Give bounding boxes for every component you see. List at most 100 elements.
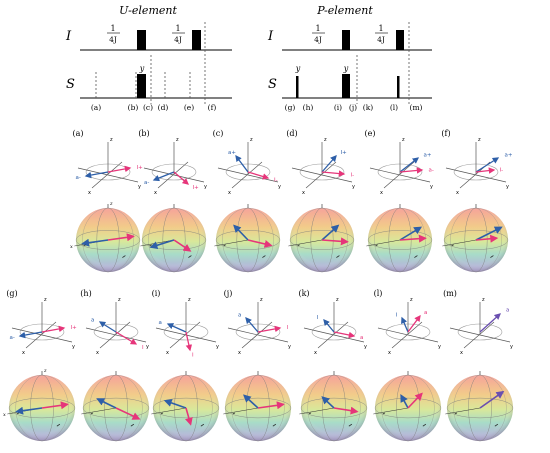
- sphere-tick: [336, 255, 340, 258]
- p-delay1: 1 4J: [312, 24, 325, 44]
- z-axis-label: z: [336, 297, 339, 303]
- sphere-vector-arrow: [399, 226, 423, 241]
- sphere-vector-arrow: [149, 239, 175, 250]
- sphere-tick: [223, 244, 226, 247]
- axes-panel-bottom-4: (k) z x y Ia: [298, 289, 367, 356]
- sphere-vector-arrow: [247, 239, 273, 248]
- vector-arrow: [475, 167, 496, 174]
- u-delay2: 1 4J: [172, 24, 185, 44]
- sphere-x-axis: [81, 407, 117, 415]
- bloch-sphere-bottom-6: [445, 371, 514, 442]
- x-axis-label: x: [460, 350, 463, 356]
- sphere-vector-arrow: [321, 237, 349, 246]
- sphere-tick: [348, 423, 353, 427]
- z-axis-label: z: [478, 137, 481, 143]
- p-row-s-label: S: [268, 77, 277, 92]
- u-marker-d: (d): [158, 103, 169, 112]
- bloch-sphere-top-5: [442, 204, 509, 273]
- vector-arrow: [401, 316, 409, 333]
- p-s-pulse-3: [397, 76, 400, 98]
- x-axis-label: x: [380, 190, 383, 196]
- sphere-equator: [300, 397, 368, 419]
- vector-arrow: [235, 154, 249, 173]
- sphere-equator: [75, 230, 141, 250]
- vector-arrow: [247, 171, 270, 180]
- z-axis-label: z: [250, 137, 253, 143]
- x-axis-label: x: [154, 190, 157, 196]
- vector-label: a: [159, 320, 162, 326]
- sphere-vector-arrow: [321, 396, 335, 409]
- bloch-sphere-top-4: [366, 204, 433, 273]
- u-row-s-label: S: [66, 77, 75, 92]
- sphere-x-axis: [373, 407, 409, 415]
- y-axis: [11, 327, 73, 343]
- axes-panel-bottom-3: (j) z x y a I: [224, 289, 291, 356]
- u-marker-e: (e): [184, 103, 194, 112]
- sphere-tick: [122, 255, 126, 258]
- sphere-x-axis: [214, 239, 249, 247]
- vector-label: I+: [137, 165, 144, 171]
- sphere-vector-arrow: [81, 238, 109, 247]
- u-s-pulse-phase: y: [139, 64, 145, 73]
- p-i-pulse-2: [396, 30, 404, 50]
- panel-label: (e): [365, 129, 376, 138]
- y-axis-label: y: [288, 344, 291, 350]
- p-delay2: 1 4J: [375, 24, 388, 44]
- u-marker-b: (b): [128, 103, 139, 112]
- p-delay1-den: 4J: [314, 35, 322, 44]
- vector-label: I: [287, 325, 289, 331]
- sphere-tick: [188, 255, 192, 258]
- u-delay1-num: 1: [110, 24, 115, 33]
- sphere-vector-arrow: [475, 234, 499, 243]
- p-delay2-num: 1: [378, 24, 383, 33]
- sphere-vector-arrow: [163, 399, 187, 409]
- u-s-pulse: [137, 74, 146, 98]
- sphere-equator: [141, 230, 207, 250]
- sphere-vector-arrow: [107, 233, 135, 242]
- vector-arrow: [84, 171, 109, 179]
- x-axis-label: x: [456, 190, 459, 196]
- sphere-tick: [160, 412, 164, 415]
- sphere-equator: [374, 397, 442, 419]
- bloch-sphere-bottom-2: [151, 371, 220, 442]
- vector-label: I-: [351, 173, 355, 179]
- u-row-i-label: I: [65, 29, 72, 44]
- vector-label: a-: [429, 168, 434, 174]
- panel-label: (g): [6, 289, 17, 298]
- vector-arrow: [399, 157, 420, 173]
- x-axis-label: x: [22, 350, 25, 356]
- p-s-pulse-2: [342, 74, 350, 98]
- vector-arrow: [173, 171, 189, 185]
- axes-panel-top-5: (f) z x y a+ I-: [441, 129, 512, 196]
- bloch-sphere-bottom-4: [299, 371, 368, 442]
- y-axis-label: y: [204, 184, 207, 190]
- x-axis-label: x: [228, 190, 231, 196]
- sphere-vector-arrow: [173, 239, 192, 252]
- vector-label: a-: [76, 175, 81, 181]
- y-axis: [217, 167, 279, 183]
- axes-panel-bottom-5: (l) z x y I a: [374, 289, 441, 356]
- panel-label: (f): [441, 129, 450, 138]
- sphere-x-axis: [366, 239, 401, 247]
- sphere-equator: [443, 230, 509, 250]
- sphere-equator: [289, 230, 355, 250]
- vector-label: a: [238, 313, 241, 319]
- sphere-x-axis: [151, 407, 187, 415]
- y-axis-label: y: [352, 184, 355, 190]
- p-element-sequence: P-element I S 1 4J 1 4J y y (g) (h) (i) …: [267, 4, 432, 112]
- y-axis-label: y: [506, 184, 509, 190]
- sphere-vector-arrow: [407, 392, 423, 409]
- panels-bottom-row: (g)zxya-I+zx(h)zxyaI(i)zxyaI(j)zxyaI(k)z…: [3, 289, 514, 442]
- panel-label: (k): [298, 289, 309, 298]
- sphere-tick: [272, 423, 277, 427]
- sphere-vector-arrow: [233, 224, 249, 241]
- y-axis: [369, 167, 431, 183]
- vector-arrow: [399, 167, 424, 174]
- sphere-vector-arrow: [96, 398, 117, 409]
- bloch-sphere-top-0: zx: [70, 201, 141, 273]
- bloch-sphere-top-3: [288, 204, 355, 273]
- sphere-tick: [454, 412, 458, 415]
- vector-label: I: [396, 313, 398, 319]
- p-s-pulse-1: [296, 76, 299, 98]
- panel-label: (l): [374, 289, 383, 298]
